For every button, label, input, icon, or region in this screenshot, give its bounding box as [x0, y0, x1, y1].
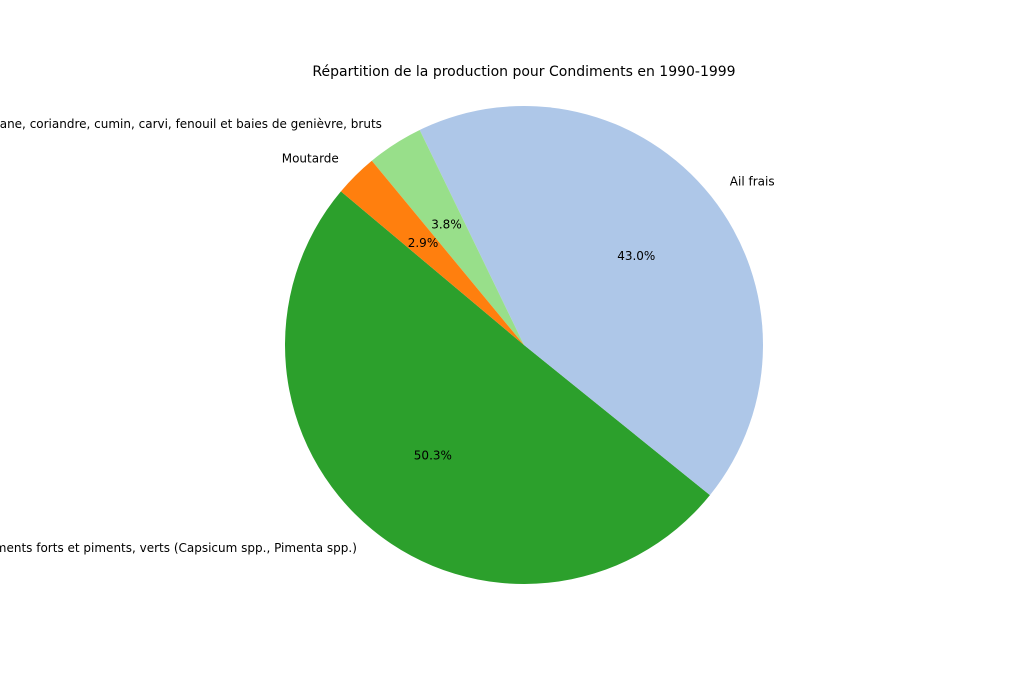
pct-label-2: 3.8% — [431, 217, 462, 231]
pie-slices — [284, 106, 763, 585]
pct-label-3: 2.9% — [408, 236, 439, 250]
slice-label-0: Piments forts et piments, verts (Capsicu… — [0, 541, 357, 555]
pie-slice-3 — [340, 160, 524, 345]
slice-label-3: Moutarde — [282, 151, 339, 165]
pct-label-0: 50.3% — [414, 449, 452, 463]
pct-label-1: 43.0% — [617, 249, 655, 263]
percentage-labels: 50.3% 43.0% 3.8% 2.9% — [408, 217, 656, 462]
pie-slice-1 — [419, 106, 763, 496]
slice-label-2: Anis, badiane, coriandre, cumin, carvi, … — [0, 117, 382, 131]
chart-title: Répartition de la production pour Condim… — [312, 64, 735, 80]
slice-label-1: Ail frais — [730, 174, 775, 188]
slice-labels: Piments forts et piments, verts (Capsicu… — [0, 117, 775, 555]
pie-slice-2 — [371, 129, 524, 345]
pie-slice-0 — [284, 191, 710, 585]
